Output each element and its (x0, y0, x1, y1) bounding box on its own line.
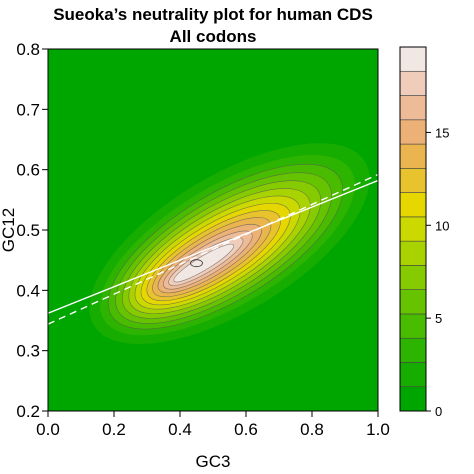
colorbar-level (399, 168, 427, 193)
x-tick-label: 0.2 (102, 420, 126, 439)
x-tick-label: 1.0 (366, 420, 390, 439)
y-axis: 0.2 0.3 0.4 0.5 0.6 0.7 0.8 (16, 40, 48, 421)
x-tick-label: 0.8 (300, 420, 324, 439)
x-axis: 0.0 0.2 0.4 0.6 0.8 1.0 (36, 411, 390, 439)
regression-line-solid (48, 179, 378, 314)
y-tick-label: 0.4 (16, 281, 40, 300)
colorbar-level (399, 337, 427, 363)
y-tick-label: 0.3 (16, 342, 40, 361)
x-tick-label: 0.4 (168, 420, 192, 439)
chart-subtitle: All codons (170, 27, 257, 46)
colorbar-frame (399, 46, 427, 412)
colorbar-level (399, 362, 427, 388)
y-tick-label: 0.6 (16, 161, 40, 180)
colorbar-level (399, 46, 427, 72)
colorbar-level (399, 289, 427, 315)
colorbar-level (399, 192, 427, 218)
regression-lines (48, 173, 378, 325)
colorbar-tick-label: 10 (435, 218, 449, 233)
plot-area (47, 48, 379, 412)
colorbar: 0 5 10 15 (399, 46, 449, 419)
colorbar-level (399, 119, 427, 145)
density-level-14 (173, 243, 235, 283)
colorbar-level (399, 386, 427, 412)
y-tick-label: 0.7 (16, 100, 40, 119)
colorbar-level (399, 143, 427, 169)
x-tick-label: 0.0 (36, 420, 60, 439)
colorbar-level (399, 95, 427, 121)
colorbar-level (399, 240, 427, 266)
colorbar-level (399, 216, 427, 242)
density-contours (48, 49, 378, 411)
density-peak-contour (190, 259, 203, 268)
regression-line-dashed (48, 173, 378, 325)
chart-title: Sueoka’s neutrality plot for human CDS (53, 5, 373, 24)
colorbar-tick-label: 0 (435, 404, 442, 419)
colorbar-level (399, 265, 427, 290)
x-tick-label: 0.6 (234, 420, 258, 439)
y-tick-label: 0.5 (16, 221, 40, 240)
y-tick-label: 0.2 (16, 402, 40, 421)
colorbar-level (399, 313, 427, 339)
colorbar-tick-label: 15 (435, 125, 449, 140)
colorbar-level (399, 70, 427, 96)
x-axis-label: GC3 (196, 452, 231, 471)
y-axis-label: GC12 (0, 208, 18, 252)
y-tick-label: 0.8 (16, 40, 40, 59)
colorbar-tick-label: 5 (435, 311, 442, 326)
